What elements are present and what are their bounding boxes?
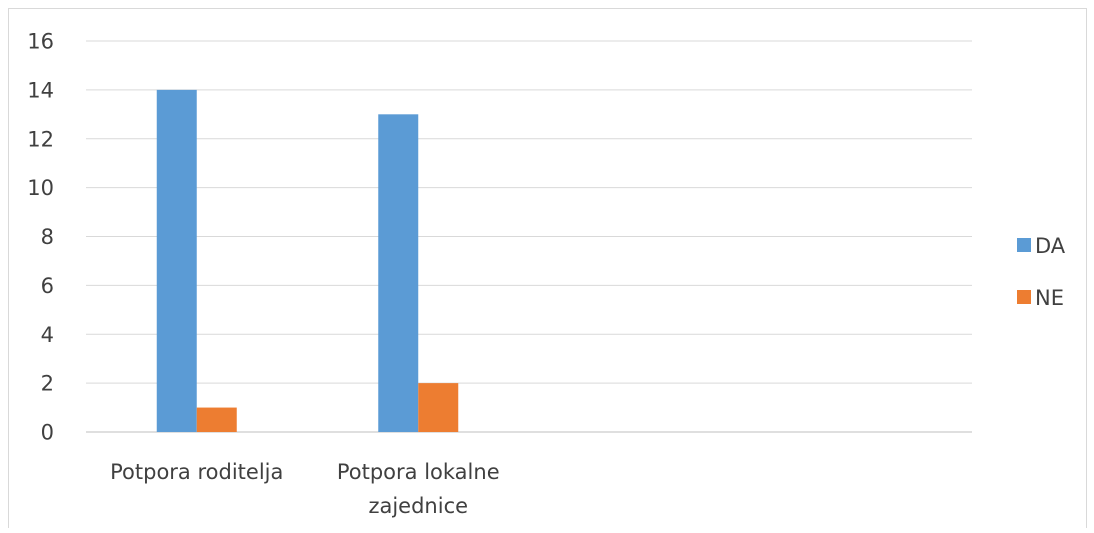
y-tick-label: 0 — [41, 421, 54, 445]
x-category-label: Potpora lokalne zajednice — [337, 460, 500, 518]
y-tick-label: 2 — [41, 372, 54, 396]
y-tick-label: 10 — [27, 176, 54, 200]
y-tick-label: 4 — [41, 323, 54, 347]
legend-label-da: DA — [1035, 234, 1066, 258]
y-tick-label: 8 — [41, 225, 54, 249]
bar-ne-0 — [196, 407, 237, 432]
bar-da-0 — [156, 89, 197, 432]
x-category-label: Potpora roditelja — [110, 460, 283, 484]
y-tick-label: 14 — [27, 78, 54, 102]
y-tick-label: 6 — [41, 274, 54, 298]
y-tick-label: 16 — [27, 30, 54, 54]
bar-da-1 — [378, 114, 419, 432]
bar-ne-1 — [418, 383, 459, 432]
legend-swatch-da — [1017, 238, 1031, 252]
legend-swatch-ne — [1017, 290, 1031, 304]
x-category-label-line: Potpora roditelja — [110, 460, 283, 484]
y-tick-label: 12 — [27, 127, 54, 151]
legend-label-ne: NE — [1035, 286, 1064, 310]
x-category-label-line: zajednice — [368, 494, 468, 518]
x-category-label-line: Potpora lokalne — [337, 460, 500, 484]
